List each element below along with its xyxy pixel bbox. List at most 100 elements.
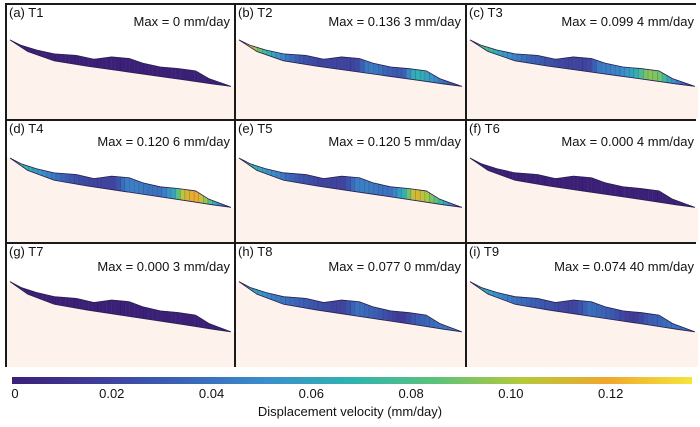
velocity-cell [526,173,532,184]
velocity-cell [410,188,416,201]
velocity-cell [591,301,597,318]
velocity-cell [647,69,654,81]
panel-max-label: Max = 0.120 6 mm/day [97,134,230,149]
velocity-cell [601,61,607,75]
sky-area [236,5,465,87]
velocity-cell [92,177,98,188]
velocity-cell [521,296,527,307]
velocity-cell [605,306,611,320]
velocity-cell [563,57,569,70]
velocity-cell [596,59,602,74]
velocity-cell [313,56,319,67]
velocity-cell [643,312,649,326]
velocity-cell [610,307,616,321]
velocity-cell [415,313,421,326]
panel-max-label: Max = 0.136 3 mm/day [328,14,461,29]
velocity-cell [111,299,117,315]
velocity-cell [322,177,328,188]
velocity-cell [147,183,153,196]
velocity-cell [401,311,407,324]
velocity-cell [643,68,649,81]
velocity-cell [143,182,149,196]
velocity-cell [364,59,370,74]
velocity-cell [350,57,356,72]
velocity-cell [540,298,546,310]
velocity-cell [180,68,186,81]
slope-plot [7,5,234,87]
velocity-cell [88,57,94,68]
velocity-cell [170,187,176,200]
velocity-cell [652,189,658,203]
velocity-cell [289,54,295,63]
velocity-cell [180,188,186,201]
velocity-cell [336,299,342,314]
velocity-cell [78,174,84,186]
velocity-cell [65,54,71,64]
velocity-cell [558,57,564,69]
velocity-cell [299,173,305,184]
slope-outline [469,157,696,208]
velocity-cell [638,312,644,325]
velocity-cell [124,57,130,73]
velocity-cell [359,177,365,194]
velocity-cell [129,301,135,318]
velocity-cell [535,297,541,309]
velocity-cell [285,296,291,306]
velocity-cell [521,173,527,183]
slope-plot [236,121,465,208]
colorbar-tick-label: 0.04 [198,386,225,401]
velocity-cell [530,173,536,184]
velocity-cell [336,175,342,190]
velocity-cell [106,175,112,190]
velocity-cell [549,177,555,188]
velocity-cell [516,172,522,182]
velocity-cell [74,297,80,309]
velocity-cell [540,174,546,186]
velocity-cell [568,299,574,314]
velocity-cell [373,182,379,196]
velocity-cell [554,177,560,188]
velocity-cell [554,58,560,68]
velocity-cell [120,57,126,72]
colorbar-tick-label: 0.06 [298,386,324,401]
velocity-cell [591,58,597,74]
velocity-cell [313,299,319,311]
panel-label: (f) T6 [469,121,500,136]
velocity-cell [317,300,323,312]
velocity-cell [586,301,593,317]
velocity-cell [401,187,407,200]
velocity-cell [55,172,61,182]
velocity-cell [601,305,607,319]
velocity-cell [55,53,61,63]
sky-area [236,121,465,208]
velocity-cell [582,57,588,72]
velocity-cell [392,186,398,199]
velocity-cell [120,176,126,192]
panel-max-label: Max = 0.099 4 mm/day [561,14,694,29]
velocity-cell [124,177,130,193]
velocity-cell [294,173,300,184]
velocity-cell [373,306,379,320]
panel-dt4: (d) T4 Max = 0.120 6 mm/day [7,121,234,242]
velocity-cell [652,314,658,327]
panel-label: (h) T8 [238,244,273,259]
velocity-cell [289,173,295,183]
velocity-cell [152,65,158,77]
slope-plot [236,244,465,333]
slope-plot [467,5,698,87]
velocity-cell [633,311,639,324]
velocity-cell [392,310,398,323]
velocity-cell [549,300,555,312]
velocity-cell [396,187,402,199]
velocity-cell [345,176,351,192]
velocity-cell [633,187,639,200]
velocity-cell [308,55,314,66]
panel-ft6: (f) T6 Max = 0.000 4 mm/day [467,121,698,242]
velocity-cell [78,298,84,310]
velocity-cell [88,177,94,188]
velocity-cell [322,58,328,68]
velocity-cell [521,54,527,63]
velocity-cell [619,185,625,198]
velocity-cell [526,54,532,64]
velocity-cell [115,57,121,72]
